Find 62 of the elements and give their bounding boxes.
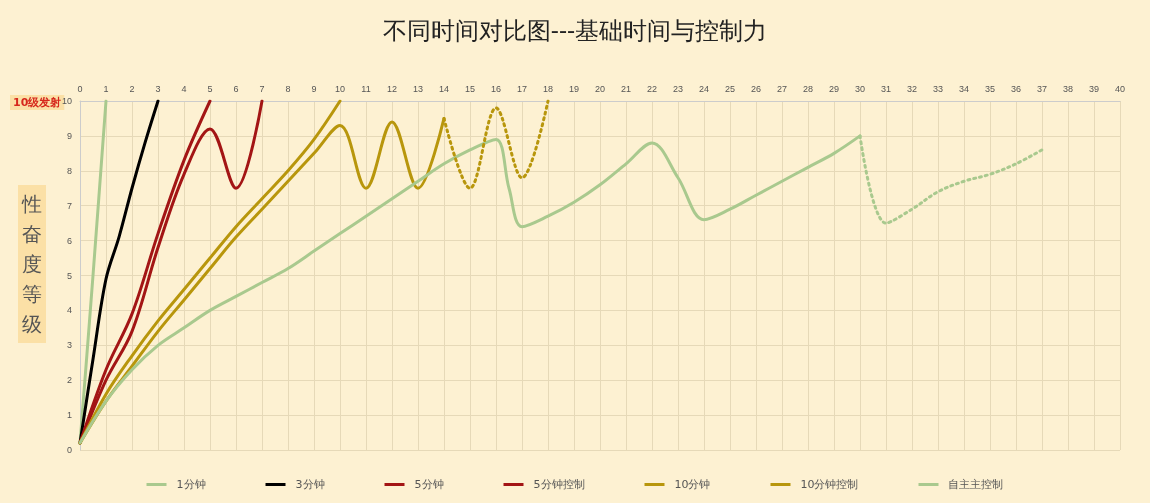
x-tick-label: 26: [750, 83, 762, 94]
x-tick-label: 4: [181, 83, 187, 94]
legend-label: 1分钟: [176, 478, 206, 491]
y-tick-label: 10: [61, 96, 72, 106]
x-tick-label: 20: [594, 83, 606, 94]
x-tick-label: 0: [77, 83, 83, 94]
x-tick-label: 5: [207, 83, 213, 94]
legend-label: 5分钟: [414, 478, 444, 491]
x-tick-label: 1: [103, 83, 109, 94]
x-tick-label: 10: [334, 83, 346, 94]
x-tick-label: 12: [386, 83, 398, 94]
x-tick-label: 33: [932, 83, 944, 94]
y-tick-label: 3: [66, 340, 72, 351]
y-tick-label: 2: [66, 375, 72, 386]
x-tick-label: 40: [1114, 83, 1126, 94]
x-tick-label: 23: [672, 83, 684, 94]
legend-label: 3分钟: [295, 478, 325, 491]
x-tick-label: 25: [724, 83, 736, 94]
y-tick-label: 6: [66, 235, 72, 246]
y-tick-label: 0: [66, 445, 72, 455]
x-tick-label: 9: [311, 83, 317, 94]
x-tick-label: 31: [880, 83, 892, 94]
x-tick-label: 36: [1010, 83, 1022, 94]
y-tick-label: 5: [66, 270, 72, 281]
x-tick-label: 39: [1088, 83, 1100, 94]
legend-label: 10分钟: [674, 478, 711, 491]
x-tick-label: 11: [361, 83, 371, 94]
x-tick-label: 21: [620, 83, 632, 94]
y-tick-label: 4: [66, 305, 72, 316]
x-tick-label: 3: [155, 83, 161, 94]
x-tick-label: 37: [1036, 83, 1048, 94]
x-tick-label: 19: [568, 83, 580, 94]
x-tick-label: 17: [516, 83, 528, 94]
x-tick-label: 7: [259, 83, 265, 94]
legend-label: 自主主控制: [948, 478, 1004, 491]
x-tick-label: 35: [984, 83, 996, 94]
text: 10级发射: [13, 96, 62, 109]
legend-label: 10分钟控制: [800, 478, 859, 491]
x-tick-label: 8: [285, 83, 291, 94]
y-axis-title: 性奋度等级: [21, 192, 42, 336]
x-tick-label: 6: [233, 83, 239, 94]
x-tick-label: 22: [646, 83, 658, 94]
x-tick-label: 32: [906, 83, 918, 94]
y-tick-label: 8: [66, 165, 72, 176]
y-tick-label: 9: [66, 130, 72, 141]
x-tick-label: 16: [490, 83, 502, 94]
x-tick-label: 2: [129, 83, 135, 94]
x-tick-label: 34: [958, 83, 970, 94]
x-tick-label: 18: [542, 83, 554, 94]
x-tick-label: 15: [464, 83, 476, 94]
x-tick-label: 14: [438, 83, 450, 94]
x-tick-label: 27: [776, 83, 788, 94]
legend-label: 5分钟控制: [533, 478, 585, 491]
y-tick-label: 7: [66, 200, 72, 211]
x-tick-label: 38: [1062, 83, 1074, 94]
x-tick-label: 30: [854, 83, 866, 94]
x-tick-label: 24: [698, 83, 710, 94]
x-tick-label: 29: [828, 83, 840, 94]
y-tick-label: 1: [66, 410, 72, 421]
chart-title: 不同时间对比图---基础时间与控制力: [382, 17, 768, 45]
x-tick-label: 28: [802, 83, 814, 94]
x-tick-label: 13: [412, 83, 424, 94]
